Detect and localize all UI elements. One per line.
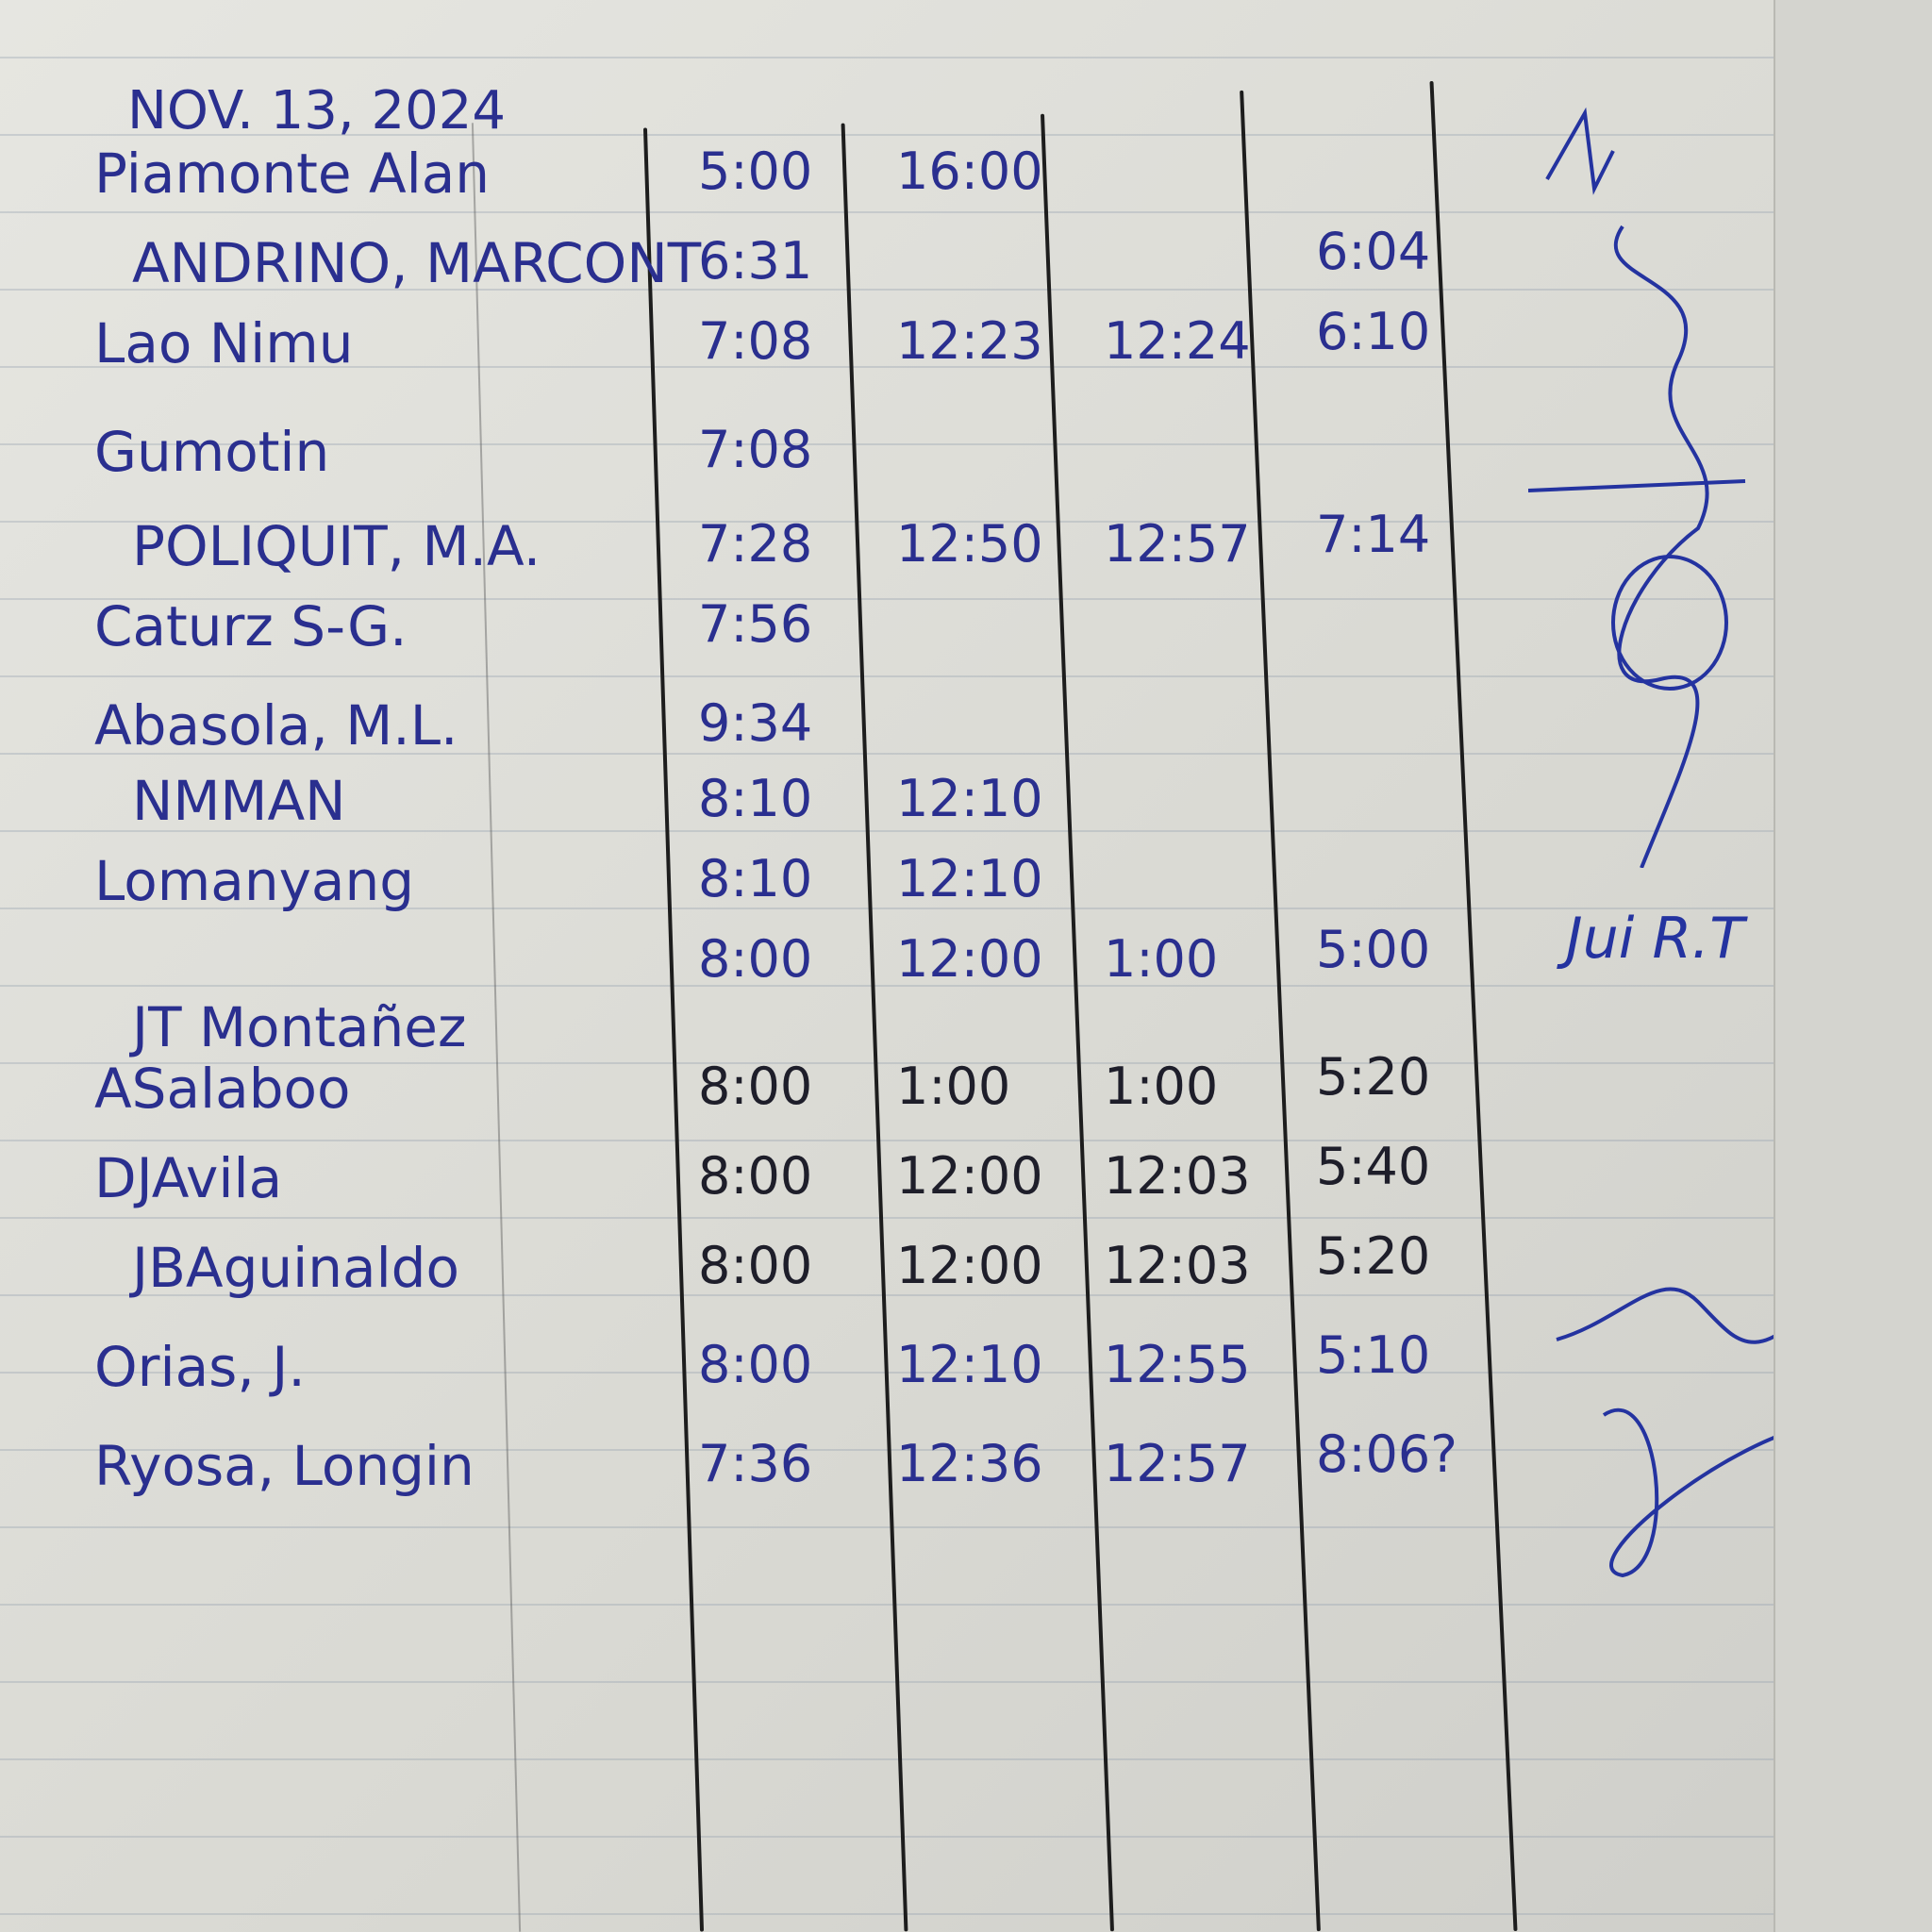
- time-entry: 12:50: [896, 514, 1043, 574]
- ruled-line: [0, 830, 1792, 832]
- time-entry: 7:08: [698, 420, 813, 479]
- employee-name: Orias, J.: [94, 1335, 306, 1399]
- ruled-line: [0, 1217, 1792, 1219]
- ruled-line: [0, 985, 1792, 987]
- time-entry: 12:00: [896, 1236, 1043, 1295]
- time-entry: 8:00: [698, 1057, 813, 1116]
- ruled-line: [0, 521, 1792, 523]
- employee-name: Gumotin: [94, 420, 330, 484]
- time-entry: 12:55: [1104, 1335, 1251, 1394]
- ruled-line: [0, 1758, 1792, 1760]
- employee-name: NMMAN: [132, 769, 346, 833]
- column-divider: [1040, 113, 1115, 1932]
- time-entry: 12:10: [896, 1335, 1043, 1394]
- time-entry: 7:14: [1316, 505, 1431, 564]
- employee-name: POLIQUIT, M.A.: [132, 514, 541, 578]
- time-entry: 7:28: [698, 514, 813, 574]
- employee-name: Piamonte Alan: [94, 142, 491, 206]
- time-entry: 12:57: [1104, 514, 1251, 574]
- ruled-line: [0, 366, 1792, 368]
- employee-name: DJAvila: [94, 1146, 283, 1210]
- signature: Jui R.T: [1566, 906, 1744, 972]
- time-entry: 5:10: [1316, 1325, 1431, 1385]
- ruled-line: [0, 211, 1792, 213]
- ruled-line: [0, 1140, 1792, 1141]
- ruled-line: [0, 1449, 1792, 1451]
- column-divider: [642, 127, 705, 1932]
- time-entry: 12:03: [1104, 1236, 1251, 1295]
- time-entry: 5:20: [1316, 1226, 1431, 1286]
- time-entry: 9:34: [698, 693, 813, 753]
- time-entry: 8:00: [698, 1236, 813, 1295]
- employee-name: Caturz S-G.: [94, 594, 408, 658]
- time-entry: 12:00: [896, 929, 1043, 989]
- column-divider: [1429, 80, 1518, 1932]
- time-entry: 12:00: [896, 1146, 1043, 1206]
- ruled-line: [0, 1836, 1792, 1838]
- ruled-line: [0, 753, 1792, 755]
- time-entry: 7:36: [698, 1434, 813, 1493]
- logbook-page: NOV. 13, 2024 Piamonte Alan 5:00 16:00 ANDR…: [0, 0, 1832, 1932]
- time-entry: 5:00: [1316, 920, 1431, 979]
- time-entry: 8:00: [698, 929, 813, 989]
- ruled-line: [0, 289, 1792, 291]
- ruled-line: [0, 134, 1792, 136]
- signature-scribble: [1528, 107, 1746, 868]
- time-entry: 6:04: [1316, 222, 1431, 281]
- employee-name: JT Montañez: [132, 995, 467, 1059]
- time-entry: 8:10: [698, 769, 813, 828]
- ruled-line: [0, 1294, 1792, 1296]
- employee-name: Lao Nimu: [94, 311, 354, 375]
- ruled-line: [0, 1526, 1792, 1528]
- ruled-line: [0, 908, 1792, 909]
- time-entry: 12:03: [1104, 1146, 1251, 1206]
- time-entry: 1:00: [1104, 929, 1219, 989]
- employee-name: JBAguinaldo: [132, 1236, 459, 1300]
- time-entry: 12:23: [896, 311, 1043, 371]
- time-entry: 8:00: [698, 1146, 813, 1206]
- time-entry: 12:10: [896, 769, 1043, 828]
- time-entry: 12:36: [896, 1434, 1043, 1493]
- time-entry: 5:00: [698, 142, 813, 201]
- time-entry: 12:57: [1104, 1434, 1251, 1493]
- time-entry: 7:56: [698, 594, 813, 654]
- column-divider: [471, 123, 522, 1932]
- employee-name: Ryosa, Longin: [94, 1434, 475, 1498]
- ruled-line: [0, 443, 1792, 445]
- column-divider: [841, 123, 908, 1932]
- ruled-line: [0, 598, 1792, 600]
- next-page-edge: [1774, 0, 1932, 1932]
- time-entry: 6:31: [698, 231, 813, 291]
- time-entry: 8:00: [698, 1335, 813, 1394]
- time-entry: 6:10: [1316, 302, 1431, 361]
- time-entry: 8:10: [698, 849, 813, 908]
- time-entry: 7:08: [698, 311, 813, 371]
- employee-name: ASalaboo: [94, 1057, 351, 1121]
- time-entry: 1:00: [896, 1057, 1011, 1116]
- time-entry: 12:24: [1104, 311, 1251, 371]
- time-entry: 8:06?: [1316, 1424, 1457, 1484]
- ruled-line: [0, 1062, 1792, 1064]
- employee-name: Abasola, M.L.: [94, 693, 458, 758]
- time-entry: 1:00: [1104, 1057, 1219, 1116]
- employee-name: Lomanyang: [94, 849, 415, 913]
- log-date: NOV. 13, 2024: [127, 80, 507, 142]
- ruled-line: [0, 1913, 1792, 1915]
- time-entry: 12:10: [896, 849, 1043, 908]
- ruled-line: [0, 675, 1792, 677]
- ruled-line: [0, 57, 1792, 58]
- time-entry: 16:00: [896, 142, 1043, 201]
- ruled-line: [0, 1372, 1792, 1374]
- time-entry: 5:20: [1316, 1047, 1431, 1107]
- time-entry: 5:40: [1316, 1137, 1431, 1196]
- employee-name: ANDRINO, MARCONT: [132, 231, 702, 295]
